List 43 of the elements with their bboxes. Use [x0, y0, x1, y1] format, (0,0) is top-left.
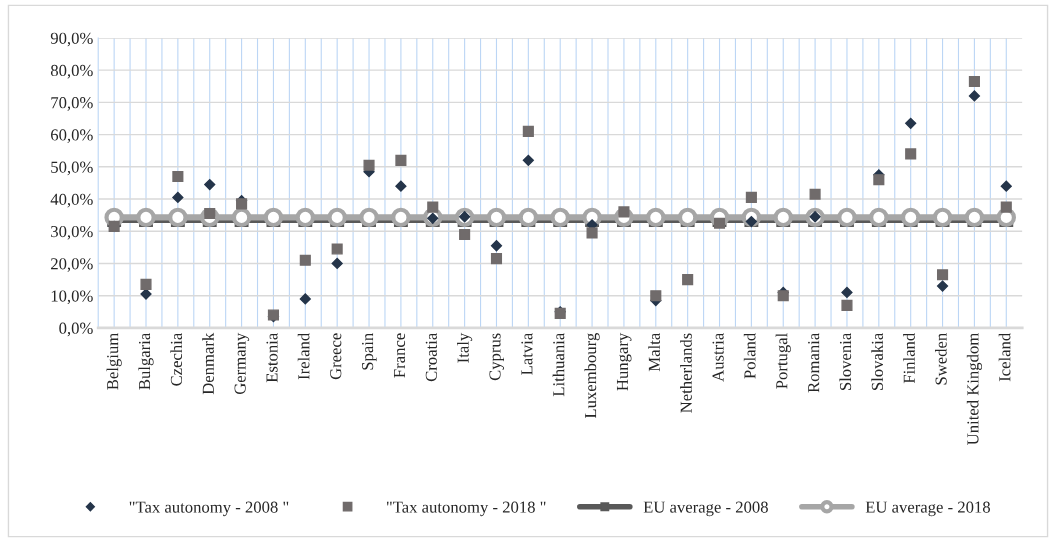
x-tick-label: Austria [712, 333, 724, 382]
x-tick-label: Czechia [170, 333, 183, 386]
y-tick-label: 40,0% [50, 193, 93, 208]
x-tick-label: Slovenia [839, 333, 852, 390]
x-tick-label: Bulgaria [138, 333, 154, 390]
x-tick-label: Spain [362, 333, 377, 370]
y-tick-label: 50,0% [51, 161, 93, 176]
x-tick-label: Greece [330, 333, 342, 380]
y-tick-label: 0,0% [59, 322, 93, 337]
legend-label: EU average - 2008 [643, 501, 768, 517]
x-tick-label: Cyprus [489, 333, 505, 381]
y-tick-label: 90,0% [50, 32, 93, 47]
x-tick-label: Ireland [297, 332, 310, 380]
legend-label: EU average - 2018 [865, 501, 990, 517]
x-tick-label: Estonia [266, 333, 278, 383]
x-tick-label: Iceland [998, 332, 1011, 382]
x-tick-label: United Kingdom [966, 333, 982, 445]
x-tick-label: Netherlands [680, 333, 692, 413]
x-tick-label: Poland [743, 332, 756, 379]
legend-label: "Tax autonomy - 2008 " [129, 501, 289, 517]
x-tick-label: Finland [903, 332, 915, 384]
y-tick-label: 80,0% [50, 64, 93, 79]
x-tick-label: Malta [648, 333, 660, 372]
y-tick-label: 30,0% [51, 225, 93, 240]
x-tick-label: Lithuania [552, 333, 565, 397]
x-tick-label: Croatia [425, 333, 437, 382]
legend-label: "Tax autonomy - 2018 " [386, 501, 546, 517]
y-tick-label: 60,0% [51, 129, 93, 143]
y-tick-label: 20,0% [51, 258, 93, 272]
x-tick-label: France [393, 333, 406, 378]
x-tick-label: Belgium [106, 333, 122, 390]
x-tick-label: Portugal [775, 333, 791, 389]
x-tick-label: Sweden [935, 333, 947, 385]
x-tick-label: Luxembourg [584, 333, 600, 419]
y-tick-label: 10,0% [51, 290, 93, 305]
x-tick-label: Germany [234, 332, 250, 395]
x-tick-label: Latvia [521, 333, 533, 375]
y-tick-label: 70,0% [51, 97, 93, 111]
x-tick-label: Italy [457, 332, 473, 363]
x-tick-label: Hungary [616, 332, 632, 391]
x-tick-label: Slovakia [871, 333, 883, 390]
x-tick-label: Denmark [202, 332, 214, 395]
x-tick-label: Romania [808, 333, 820, 393]
